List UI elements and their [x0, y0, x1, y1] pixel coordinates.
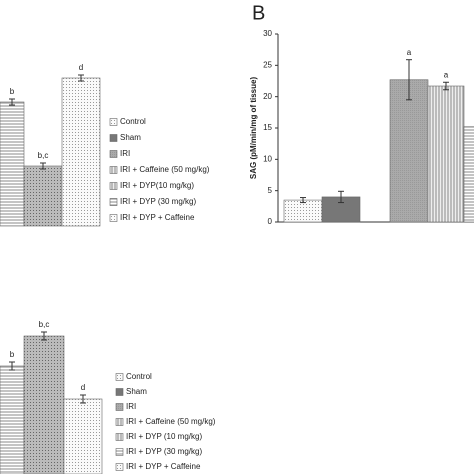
- y-tick-label: 20: [263, 92, 272, 101]
- legend-swatch: [109, 118, 118, 126]
- bar: [23, 165, 63, 227]
- legend-swatch: [115, 418, 124, 426]
- bar: [0, 365, 25, 474]
- legend-swatch: [109, 166, 118, 174]
- legend-label: IRI: [126, 402, 136, 411]
- legend-swatch: [115, 433, 124, 441]
- legend-label: IRI: [120, 149, 130, 158]
- bar: [0, 101, 25, 227]
- legend-label: Control: [126, 372, 152, 381]
- annotation: d: [81, 383, 85, 392]
- annotation: b: [10, 87, 15, 96]
- bar: [389, 79, 429, 223]
- legend-label: IRI + DYP + Caffeine: [126, 462, 201, 471]
- legend-swatch: [115, 463, 124, 471]
- annotation: b,c: [39, 320, 50, 329]
- legend-swatch: [109, 198, 118, 206]
- legend-label: IRI + DYP (10 mg/kg): [126, 432, 202, 441]
- panel-label: B: [252, 2, 265, 24]
- y-tick-label: 5: [268, 186, 273, 195]
- legend-swatch: [109, 214, 118, 222]
- annotation: a: [444, 70, 449, 79]
- legend-swatch: [115, 403, 124, 411]
- y-axis-label: SAG (pM/min/mg of tissue): [249, 77, 258, 180]
- legend-swatch: [115, 388, 124, 396]
- bar: [427, 85, 465, 223]
- bar: [63, 398, 103, 474]
- legend-label: IRI + DYP(10 mg/kg): [120, 181, 194, 190]
- annotation: a: [407, 48, 412, 57]
- legend-swatch: [109, 134, 118, 142]
- y-tick-label: 30: [263, 29, 272, 38]
- legend-label: Sham: [126, 387, 147, 396]
- y-tick-label: 10: [263, 154, 272, 163]
- legend-swatch: [115, 448, 124, 456]
- legend-label: IRI + Caffeine (50 mg/kg): [126, 417, 216, 426]
- legend-label: IRI + DYP (30 mg/kg): [120, 197, 196, 206]
- legend-label: IRI + DYP (30 mg/kg): [126, 447, 202, 456]
- legend-label: IRI + DYP + Caffeine: [120, 213, 195, 222]
- legend-swatch: [115, 373, 124, 381]
- y-tick-label: 15: [263, 123, 272, 132]
- legend-label: IRI + Caffeine (50 mg/kg): [120, 165, 210, 174]
- annotation: b,c: [38, 151, 49, 160]
- bar: [61, 77, 101, 227]
- bar: [283, 199, 323, 223]
- annotation: b: [10, 350, 15, 359]
- bar: [463, 126, 474, 223]
- legend-label: Control: [120, 117, 146, 126]
- y-tick-label: 25: [263, 60, 272, 69]
- annotation: d: [79, 63, 83, 72]
- legend-swatch: [109, 150, 118, 158]
- legend-swatch: [109, 182, 118, 190]
- bar: [23, 335, 65, 474]
- legend-label: Sham: [120, 133, 141, 142]
- y-tick-label: 0: [268, 217, 273, 226]
